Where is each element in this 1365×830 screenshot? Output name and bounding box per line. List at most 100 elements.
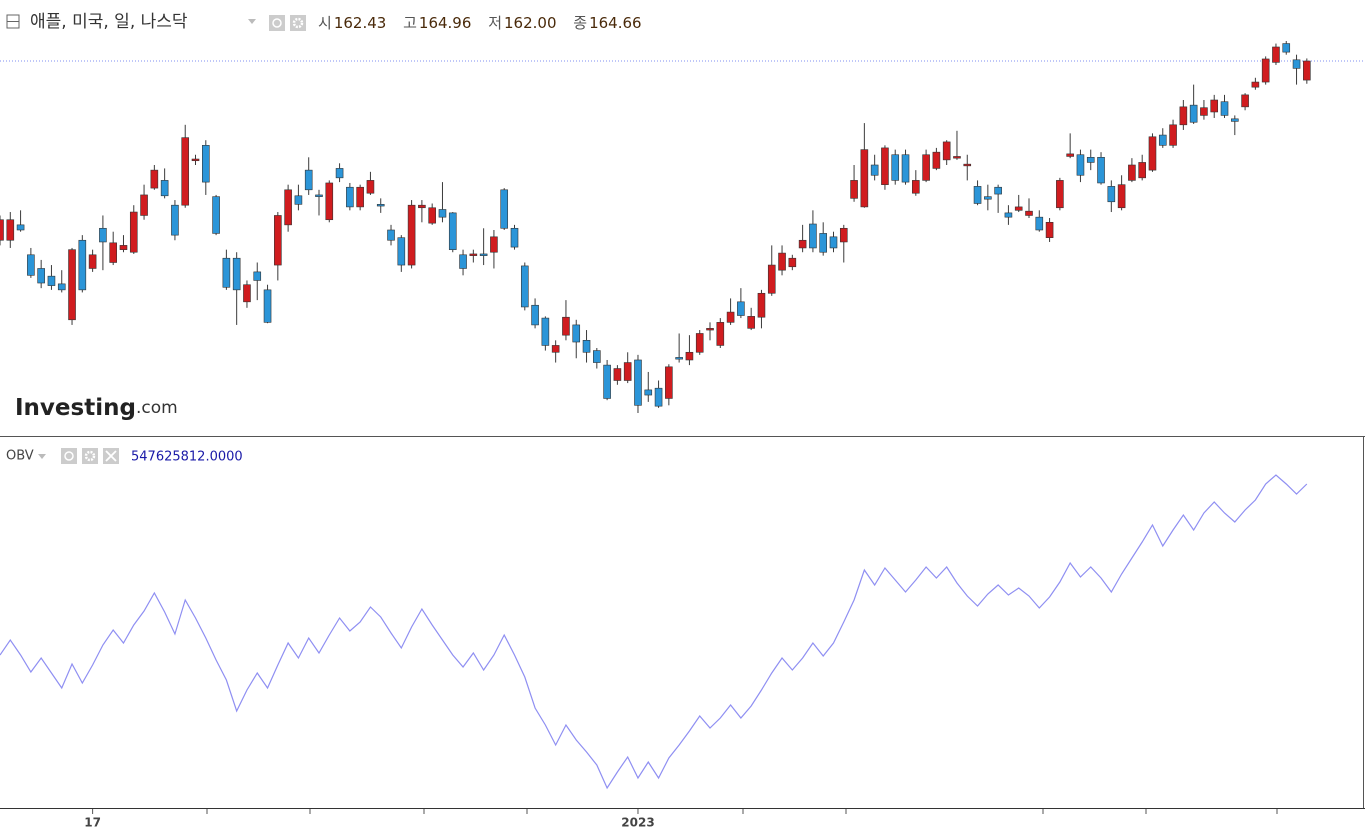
candle-body	[901, 154, 910, 183]
candle-body	[304, 169, 313, 191]
candle-body	[562, 316, 570, 336]
legend-label: 종	[573, 14, 587, 32]
legend-value: 162.00	[504, 14, 557, 32]
candle-body	[623, 362, 632, 381]
candle-body	[150, 169, 159, 189]
candle-body	[1086, 157, 1095, 163]
candle-body	[407, 204, 416, 266]
candle-body	[839, 227, 848, 243]
candle-body	[922, 154, 930, 181]
candle-body	[243, 284, 251, 303]
watermark-domain: .com	[136, 398, 178, 418]
candle-body	[37, 268, 45, 284]
dropdown-arrow[interactable]	[38, 454, 46, 459]
candle-body	[603, 364, 611, 399]
candle-body	[253, 271, 262, 281]
candle-body	[335, 168, 344, 179]
candle-body	[510, 227, 519, 248]
candle-body	[654, 387, 663, 407]
candle-body	[1076, 154, 1085, 176]
candle-body	[1303, 60, 1311, 81]
candle-body	[850, 180, 858, 199]
candle-body	[520, 265, 529, 308]
candle-body	[675, 357, 683, 360]
candle-body	[171, 204, 179, 236]
legend-value: 164.66	[589, 14, 642, 32]
candle-body	[459, 254, 467, 269]
candle-body	[665, 366, 673, 399]
candle-body	[912, 180, 920, 194]
candle-body	[778, 252, 786, 271]
candle-body	[0, 219, 4, 241]
candle-body	[716, 322, 725, 346]
indicator-value: 547625812.0000	[131, 450, 243, 465]
legend-value: 162.43	[334, 14, 387, 32]
candle-body	[819, 233, 828, 253]
candle-body	[1231, 118, 1239, 122]
candle-body	[1117, 184, 1126, 209]
legend-label: 저	[488, 14, 502, 32]
candle-body	[757, 292, 766, 318]
candle-body	[284, 189, 292, 226]
candle-body	[212, 196, 220, 234]
candle-body	[1292, 59, 1301, 69]
candle-body	[181, 137, 190, 206]
candle-body	[1158, 134, 1167, 146]
candle-body	[6, 219, 15, 241]
candle-body	[1107, 186, 1116, 203]
x-axis-minor-ticks	[206, 809, 1278, 814]
candle-body	[191, 158, 200, 162]
candle-body	[315, 194, 323, 197]
chart-title: 애플, 미국, 일, 나스닥	[30, 12, 188, 32]
candle-body	[366, 180, 375, 194]
candle-body	[490, 236, 498, 253]
candle-body	[1210, 99, 1219, 113]
candle-body	[1056, 180, 1064, 209]
candle-body	[160, 180, 169, 197]
candle-body	[1220, 101, 1229, 116]
candle-body	[1261, 58, 1270, 83]
candle-body	[798, 239, 807, 249]
candle-body	[1035, 216, 1044, 231]
candle-body	[726, 311, 735, 323]
candle-body	[274, 215, 282, 266]
candle-body	[767, 264, 776, 294]
ohlc-legend: 시 162.43 고 164.96 저 162.00 종 164.66	[318, 14, 642, 32]
candle-body	[829, 236, 838, 249]
candle-body	[68, 249, 76, 321]
eye-icon[interactable]	[61, 448, 77, 464]
candle-body	[541, 317, 550, 346]
candle-body	[1251, 81, 1260, 88]
candle-body	[1045, 221, 1054, 238]
legend-value: 164.96	[419, 14, 472, 32]
candle-body	[418, 204, 426, 209]
candle-body	[356, 186, 364, 208]
candle-body	[78, 239, 87, 291]
candle-body	[953, 156, 961, 159]
candle-body	[140, 194, 148, 216]
x-tick-label: 2023	[621, 816, 654, 830]
candle-body	[582, 340, 591, 353]
candle-body	[551, 345, 560, 353]
candle-body	[99, 227, 107, 243]
candle-body	[376, 204, 385, 207]
candle-body	[222, 257, 231, 288]
dropdown-arrow[interactable]	[248, 19, 256, 24]
obv-line	[0, 474, 1308, 790]
candle-body	[479, 253, 488, 256]
eye-icon[interactable]	[269, 15, 285, 31]
candle-body	[232, 257, 241, 291]
candle-body	[346, 186, 354, 208]
candle-body	[860, 149, 869, 208]
settings-icon-glyph	[292, 17, 304, 29]
candle-body	[891, 154, 900, 181]
candle-body	[685, 351, 694, 361]
indicator-name: OBV	[6, 449, 34, 464]
settings-icon[interactable]	[290, 15, 306, 31]
candle-body	[644, 389, 653, 396]
obv-header: OBV 547625812.0000	[6, 448, 243, 465]
candle-body	[1148, 136, 1157, 171]
candle-body	[737, 301, 745, 316]
candle-body	[572, 324, 581, 343]
settings-icon[interactable]	[82, 448, 98, 464]
